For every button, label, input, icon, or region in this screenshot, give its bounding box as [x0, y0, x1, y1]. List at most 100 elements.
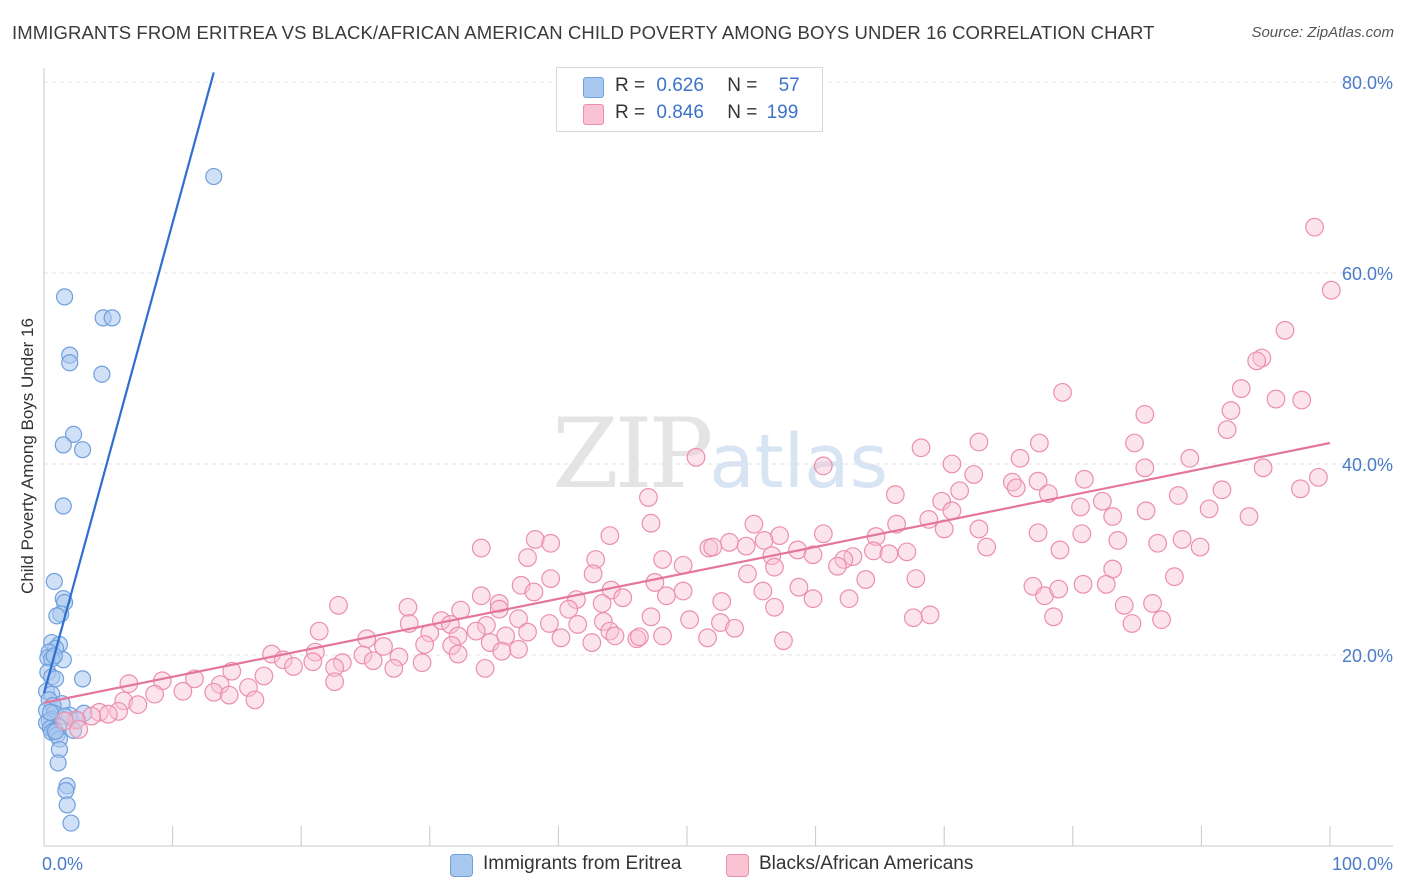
- point-black: [185, 669, 204, 689]
- legend-n-label: N =: [727, 102, 758, 123]
- point-black: [329, 595, 348, 615]
- point-black: [828, 556, 847, 576]
- point-black: [524, 582, 544, 602]
- point-black: [653, 550, 672, 569]
- legend-n-value: 199: [766, 102, 799, 123]
- point-black: [466, 621, 486, 641]
- point-black: [657, 586, 676, 606]
- point-black: [964, 465, 984, 484]
- point-black: [1125, 433, 1144, 453]
- watermark: ZIPatlas: [552, 398, 888, 510]
- point-black: [1049, 579, 1069, 599]
- point-black: [389, 647, 409, 667]
- point-black: [492, 641, 512, 661]
- point-eritrea: [49, 754, 67, 772]
- point-black: [630, 627, 649, 647]
- point-black: [1071, 497, 1090, 517]
- point-black: [353, 645, 373, 665]
- point-black: [568, 615, 588, 634]
- point-eritrea: [45, 572, 63, 591]
- point-black: [204, 682, 224, 702]
- legend-n-label: N =: [727, 75, 758, 96]
- point-black: [1029, 433, 1049, 453]
- bottom-legend-swatch-black: [726, 854, 749, 877]
- legend-swatch-black: [583, 104, 604, 125]
- point-eritrea: [103, 309, 121, 327]
- point-black: [803, 545, 823, 565]
- point-black: [412, 653, 432, 673]
- point-eritrea: [58, 796, 76, 814]
- legend-r-value: 0.846: [656, 102, 704, 123]
- point-black: [303, 652, 323, 672]
- trend-line-black: [43, 441, 1331, 704]
- point-black: [384, 658, 404, 678]
- point-black: [641, 607, 661, 627]
- point-black: [98, 704, 118, 724]
- point-eritrea: [205, 167, 223, 186]
- legend-r-label: R =: [615, 102, 646, 123]
- point-black: [1135, 404, 1155, 424]
- point-black: [518, 548, 537, 567]
- point-black: [1168, 486, 1188, 505]
- point-black: [254, 666, 274, 686]
- point-black: [1092, 491, 1112, 511]
- point-black: [509, 609, 528, 629]
- point-black: [1239, 507, 1259, 526]
- point-black: [932, 491, 952, 511]
- point-black: [911, 438, 931, 458]
- point-black: [753, 581, 773, 601]
- trend-line-eritrea: [42, 72, 215, 694]
- point-black: [592, 594, 612, 613]
- point-black: [765, 557, 784, 577]
- point-black: [1050, 540, 1070, 560]
- point-black: [789, 577, 809, 597]
- point-black: [613, 588, 633, 608]
- point-black: [582, 633, 602, 652]
- point-black: [1164, 567, 1184, 587]
- point-black: [374, 637, 393, 656]
- point-black: [586, 550, 606, 569]
- point-black: [942, 501, 962, 521]
- point-black: [765, 597, 784, 617]
- point-black: [518, 622, 537, 642]
- point-black: [309, 621, 329, 641]
- point-black: [1152, 610, 1171, 630]
- point-black: [471, 538, 491, 558]
- point-black: [1266, 389, 1286, 409]
- series-black-african-american: [55, 217, 1341, 739]
- point-black: [1010, 448, 1030, 468]
- point-black: [1190, 537, 1210, 557]
- point-black: [1292, 390, 1312, 410]
- series-eritrea: [37, 167, 223, 832]
- point-black: [639, 488, 658, 507]
- point-black: [738, 564, 757, 584]
- point-black: [1180, 448, 1200, 468]
- watermark-atlas: atlas: [709, 419, 889, 505]
- point-black: [448, 644, 468, 664]
- point-black: [744, 514, 764, 534]
- point-black: [541, 569, 561, 588]
- point-black: [1305, 217, 1324, 237]
- point-black: [1291, 479, 1310, 499]
- point-black: [627, 629, 647, 649]
- point-black: [1053, 382, 1072, 402]
- point-black: [897, 542, 917, 562]
- source-label: Source: ZipAtlas.com: [1251, 24, 1394, 41]
- x-tick-label: 100.0%: [1332, 854, 1393, 874]
- point-black: [686, 447, 706, 467]
- point-black: [774, 631, 793, 651]
- point-black: [711, 613, 730, 632]
- point-black: [559, 599, 579, 619]
- watermark-zip: ZIP: [552, 398, 713, 510]
- point-eritrea: [64, 425, 83, 443]
- point-black: [541, 533, 561, 553]
- chart-title: IMMIGRANTS FROM ERITREA VS BLACK/AFRICAN…: [12, 22, 1155, 43]
- point-black: [82, 706, 101, 726]
- bottom-legend-swatch-eritrea: [450, 854, 473, 877]
- point-black: [736, 536, 756, 556]
- point-black: [363, 651, 383, 671]
- point-black: [605, 626, 625, 646]
- point-black: [600, 526, 620, 546]
- point-black: [1072, 524, 1092, 544]
